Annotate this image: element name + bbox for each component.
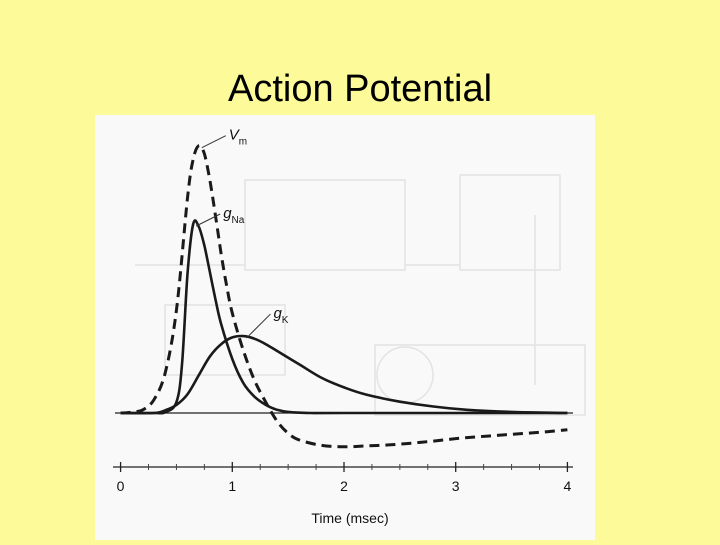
gna-label-leader [195,213,221,227]
x-axis: 0 1 2 3 4 [113,462,573,494]
x-axis-label: Time (msec) [311,510,388,526]
x-tick-label-4: 4 [564,478,572,494]
ghost-box-left [244,179,406,271]
vm-curve [120,144,568,449]
x-tick-label-3: 3 [452,478,460,494]
action-potential-chart: Vm gNa gK 0 1 2 3 4 Time (msec) [113,127,586,526]
gna-curve [120,219,568,415]
ghost-circle [376,346,434,404]
x-tick-label-1: 1 [228,478,236,494]
series-layer [120,144,568,449]
gna-label: gNa [223,205,245,226]
ghost-box-lower-right [374,344,586,416]
vm-label-leader [201,135,227,149]
gk-label-leader [246,313,271,339]
x-tick-label-2: 2 [340,478,348,494]
figure-panel: Vm gNa gK 0 1 2 3 4 Time (msec) [95,115,595,540]
slide-title: Action Potential [227,68,493,110]
gk-curve [120,334,568,415]
curve-labels: Vm gNa gK [195,127,289,339]
vm-label: Vm [229,127,247,148]
ghost-box-right [459,174,561,271]
ghost-box-lower-left [164,304,286,376]
faint-background-schematic [135,174,586,416]
x-tick-label-0: 0 [117,478,125,494]
gk-label: gK [273,305,288,326]
